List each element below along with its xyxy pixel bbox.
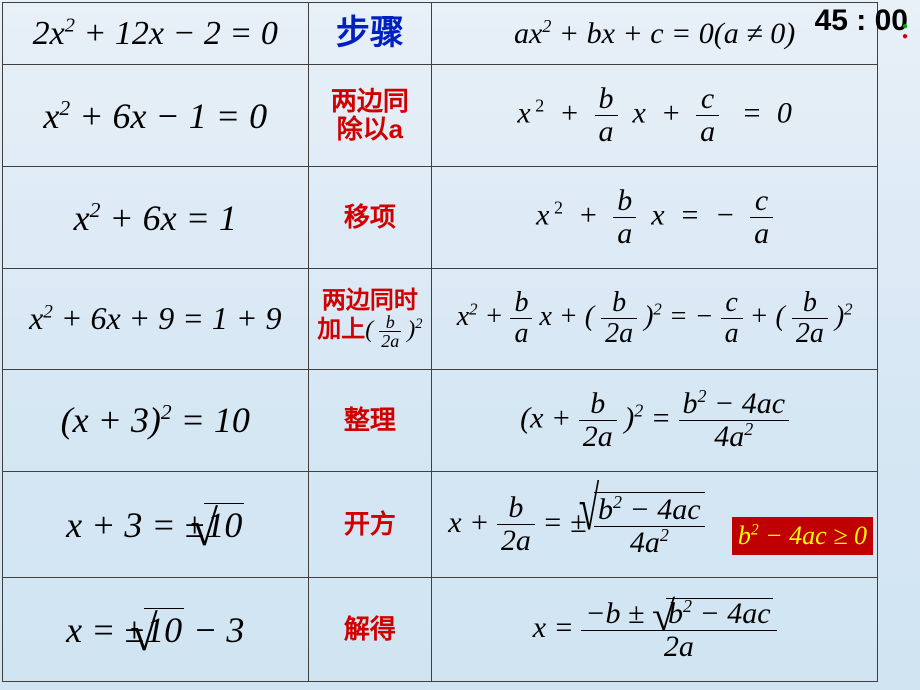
step-4: 整理: [308, 369, 432, 471]
table-row: x2 + 6x − 1 = 0 两边同除以a x 2 + ba x + ca =…: [3, 65, 878, 167]
eq-left-2: x2 + 6x = 1: [3, 167, 309, 269]
eq-right-2: x 2 + ba x = − ca: [432, 167, 878, 269]
table-row: (x + 3)2 = 10 整理 (x + b2a )2 = b2 − 4ac …: [3, 369, 878, 471]
table-row: x2 + 6x + 9 = 1 + 9 两边同时 加上( b2a )2 x2 +…: [3, 269, 878, 370]
eq-left-6: x = ±√10 − 3: [3, 578, 309, 682]
table-row: x + 3 = ±√10 开方 x + b2a = ± √ b2 − 4ac 4…: [3, 471, 878, 578]
step-5: 开方: [308, 471, 432, 578]
table-row: x = ±√10 − 3 解得 x = −b ± √ b2 − 4ac 2a: [3, 578, 878, 682]
discriminant-condition: b2 − 4ac ≥ 0: [732, 517, 873, 555]
table-row: 2x2 + 12x − 2 = 0 步骤 ax2 + bx + c = 0(a …: [3, 3, 878, 65]
step-1: 两边同除以a: [308, 65, 432, 167]
step-3: 两边同时 加上( b2a )2: [308, 269, 432, 370]
eq-right-4: (x + b2a )2 = b2 − 4ac 4a2: [432, 369, 878, 471]
timer-dots: ●●: [902, 22, 908, 42]
eq-left-4: (x + 3)2 = 10: [3, 369, 309, 471]
step-6: 解得: [308, 578, 432, 682]
eq-left-1: x2 + 6x − 1 = 0: [3, 65, 309, 167]
eq-right-1: x 2 + ba x + ca = 0: [432, 65, 878, 167]
eq-left-3: x2 + 6x + 9 = 1 + 9: [3, 269, 309, 370]
table-row: x2 + 6x = 1 移项 x 2 + ba x = − ca: [3, 167, 878, 269]
derivation-table: 2x2 + 12x − 2 = 0 步骤 ax2 + bx + c = 0(a …: [2, 2, 878, 682]
eq-right-5: x + b2a = ± √ b2 − 4ac 4a2 b2 − 4ac ≥ 0: [432, 471, 878, 578]
eq-right-0: ax2 + bx + c = 0(a ≠ 0): [432, 3, 878, 65]
eq-right-6: x = −b ± √ b2 − 4ac 2a: [432, 578, 878, 682]
eq-left-5: x + 3 = ±√10: [3, 471, 309, 578]
step-2: 移项: [308, 167, 432, 269]
eq-right-3: x2 + ba x + ( b2a )2 = − ca + ( b2a )2: [432, 269, 878, 370]
eq-left-0: 2x2 + 12x − 2 = 0: [3, 3, 309, 65]
step-header: 步骤: [308, 3, 432, 65]
